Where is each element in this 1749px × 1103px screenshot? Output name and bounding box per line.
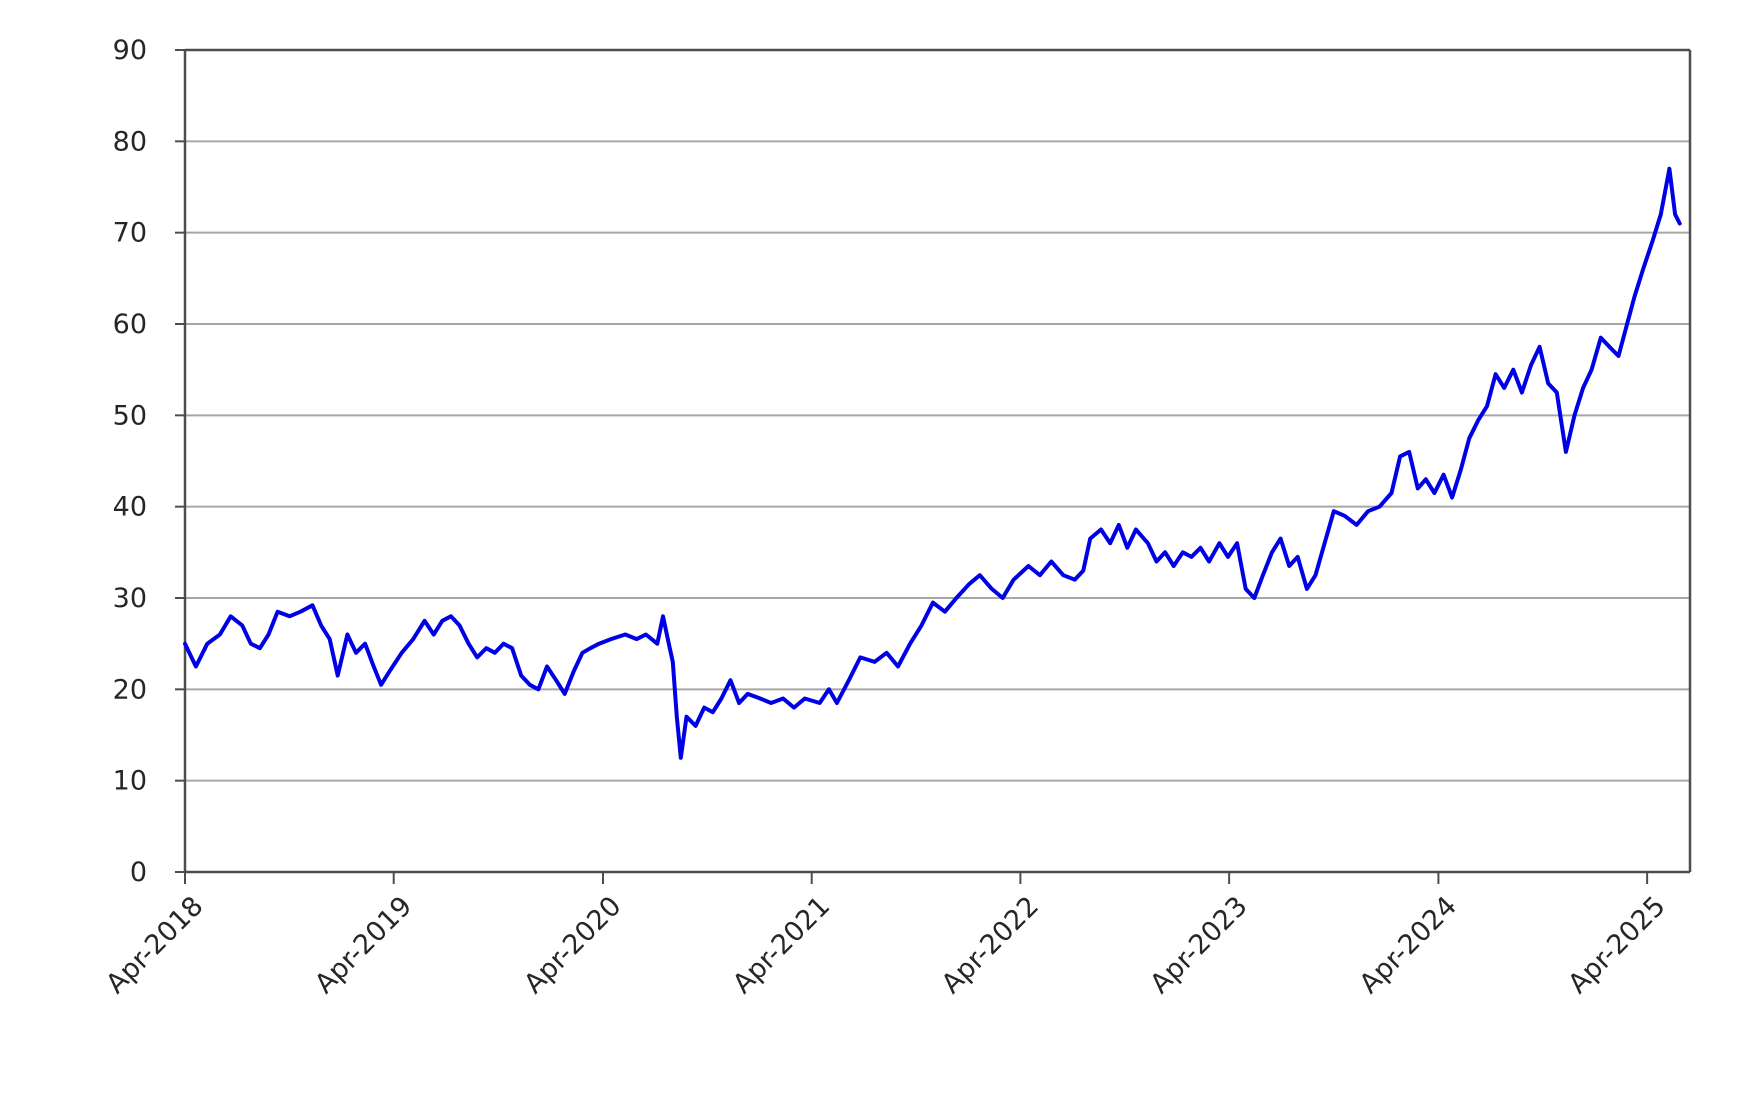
y-tick-label: 50 <box>113 400 147 431</box>
y-tick-label: 70 <box>113 218 147 249</box>
x-tick-label: Apr-2024 <box>1354 891 1463 1000</box>
y-tick-label: 40 <box>113 492 147 523</box>
y-tick-label: 10 <box>113 766 147 797</box>
x-tick-label: Apr-2025 <box>1562 891 1671 1000</box>
x-tick-label: Apr-2021 <box>727 891 836 1000</box>
y-tick-label: 30 <box>113 583 147 614</box>
y-tick-label: 80 <box>113 126 147 157</box>
y-tick-label: 20 <box>113 674 147 705</box>
series-layer <box>183 166 1682 760</box>
y-tick-label: 90 <box>113 35 147 66</box>
x-tick-label: Apr-2020 <box>518 891 627 1000</box>
x-tick-label: Apr-2019 <box>309 891 418 1000</box>
gridlines <box>185 49 1690 782</box>
x-tick-label: Apr-2018 <box>100 891 209 1000</box>
y-axis-ticks: 0 10 20 30 40 50 60 70 80 90 <box>113 35 185 888</box>
y-tick-label: 60 <box>113 309 147 340</box>
series-line-0 <box>183 166 1682 760</box>
x-tick-label: Apr-2023 <box>1144 891 1253 1000</box>
x-axis-ticks: Apr-2018 Apr-2019 Apr-2020 Apr-2021 Apr-2022… <box>100 872 1672 1000</box>
y-tick-label: 0 <box>130 857 147 888</box>
x-tick-label: Apr-2022 <box>936 891 1045 1000</box>
